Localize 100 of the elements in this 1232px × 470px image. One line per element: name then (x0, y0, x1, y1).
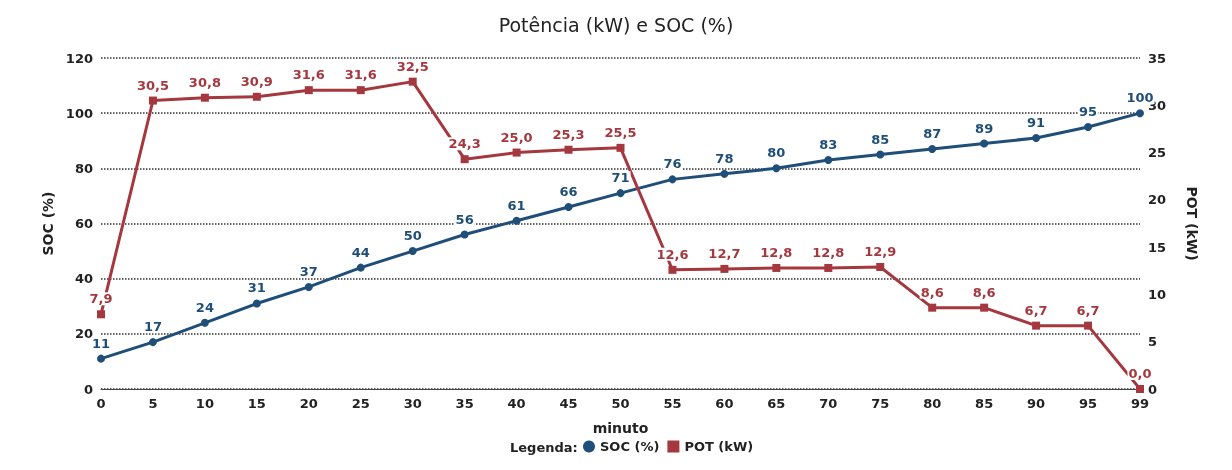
data-label: 31,6 (292, 67, 325, 83)
point (980, 139, 989, 148)
y-tick-label: 120 (65, 50, 93, 66)
point (564, 202, 573, 211)
data-label: 8,6 (972, 284, 996, 300)
data-label: 25,0 (500, 129, 533, 145)
x-axis-title: minuto (592, 420, 649, 436)
point (616, 143, 625, 152)
data-label: 12,6 (656, 246, 689, 262)
x-tick-label: 35 (455, 396, 474, 411)
data-label: 87 (923, 126, 942, 142)
data-label: 91 (1027, 114, 1046, 130)
point (200, 93, 209, 102)
point (1032, 321, 1041, 330)
point (148, 338, 157, 347)
data-label: 61 (507, 197, 526, 213)
y-tick-label: 80 (74, 160, 93, 176)
y-tick-label: 100 (65, 105, 93, 121)
y2-tick-label: 35 (1148, 50, 1167, 66)
x-tick-label: 10 (195, 396, 214, 411)
data-label: 24,3 (448, 136, 481, 152)
point (252, 92, 261, 101)
point (97, 310, 105, 319)
data-label: 37 (299, 263, 318, 279)
point (668, 175, 677, 184)
data-label: 30,8 (188, 74, 221, 90)
point (720, 264, 729, 273)
data-label: 8,6 (920, 284, 944, 300)
y2-tick-label: 10 (1148, 286, 1167, 302)
point (616, 189, 625, 198)
point (824, 156, 833, 165)
x-tick-label: 75 (871, 396, 890, 411)
x-tick-label: 85 (975, 396, 994, 411)
point (980, 303, 989, 312)
point (512, 216, 521, 225)
point (876, 263, 885, 271)
data-label: 12,9 (864, 244, 897, 259)
x-tick-label: 99 (1130, 396, 1150, 411)
data-label: 31,6 (344, 67, 377, 83)
data-label: 85 (871, 131, 890, 147)
data-label: 78 (715, 150, 734, 166)
point (1032, 133, 1041, 142)
data-label: 95 (1079, 103, 1098, 119)
y-tick-label: 0 (83, 381, 93, 397)
legend-title: Legenda: (510, 440, 578, 455)
y-axis-title: SOC (%) (39, 191, 56, 256)
point (304, 86, 313, 95)
data-label: 30,9 (240, 73, 273, 89)
data-label: 12,7 (708, 245, 741, 261)
x-tick-label: 80 (923, 396, 942, 411)
point (1136, 385, 1144, 393)
y2-tick-label: 20 (1148, 192, 1167, 208)
point (720, 169, 729, 178)
point (97, 354, 105, 363)
data-label: 6,7 (1024, 302, 1048, 318)
chart-title: Potência (kW) e SOC (%) (498, 13, 734, 36)
point (356, 263, 365, 272)
data-label: 24 (195, 299, 214, 315)
point (1084, 122, 1093, 131)
y2-tick-label: 5 (1148, 334, 1158, 350)
data-label: 25,3 (552, 126, 585, 142)
x-tick-label: 15 (247, 396, 266, 411)
point (200, 318, 209, 327)
point (876, 150, 885, 159)
x-tick-label: 95 (1079, 396, 1098, 411)
y2-tick-label: 25 (1148, 145, 1167, 161)
data-label: 7,9 (89, 291, 113, 307)
data-label: 71 (611, 170, 630, 186)
point (928, 145, 937, 154)
x-tick-label: 25 (351, 396, 370, 411)
data-label: 76 (663, 156, 682, 172)
point (460, 230, 469, 239)
x-tick-label: 50 (611, 396, 630, 411)
y2-tick-label: 0 (1148, 381, 1158, 397)
x-tick-label: 70 (819, 396, 838, 411)
data-label: 25,5 (604, 124, 637, 140)
x-tick-label: 20 (299, 396, 318, 411)
data-label: 32,5 (396, 58, 429, 74)
data-label: 50 (403, 228, 422, 244)
point (408, 77, 417, 86)
x-tick-label: 65 (767, 396, 786, 411)
point (772, 263, 781, 272)
data-label: 17 (143, 319, 162, 335)
y2-tick-label: 15 (1148, 239, 1167, 255)
data-label: 31 (247, 280, 266, 296)
point (928, 303, 937, 312)
data-label: 83 (819, 137, 838, 153)
data-label: 56 (455, 211, 474, 227)
x-tick-label: 90 (1027, 396, 1046, 411)
data-label: 30,5 (136, 77, 169, 93)
point (408, 247, 417, 256)
point (148, 96, 157, 105)
point (304, 282, 313, 291)
y-tick-label: 60 (74, 216, 93, 231)
point (512, 148, 521, 157)
y-tick-label: 40 (74, 271, 93, 287)
data-label: 80 (767, 145, 786, 161)
data-label: 12,8 (760, 244, 793, 260)
point (1084, 321, 1093, 330)
legend-label: SOC (%) (600, 439, 660, 454)
